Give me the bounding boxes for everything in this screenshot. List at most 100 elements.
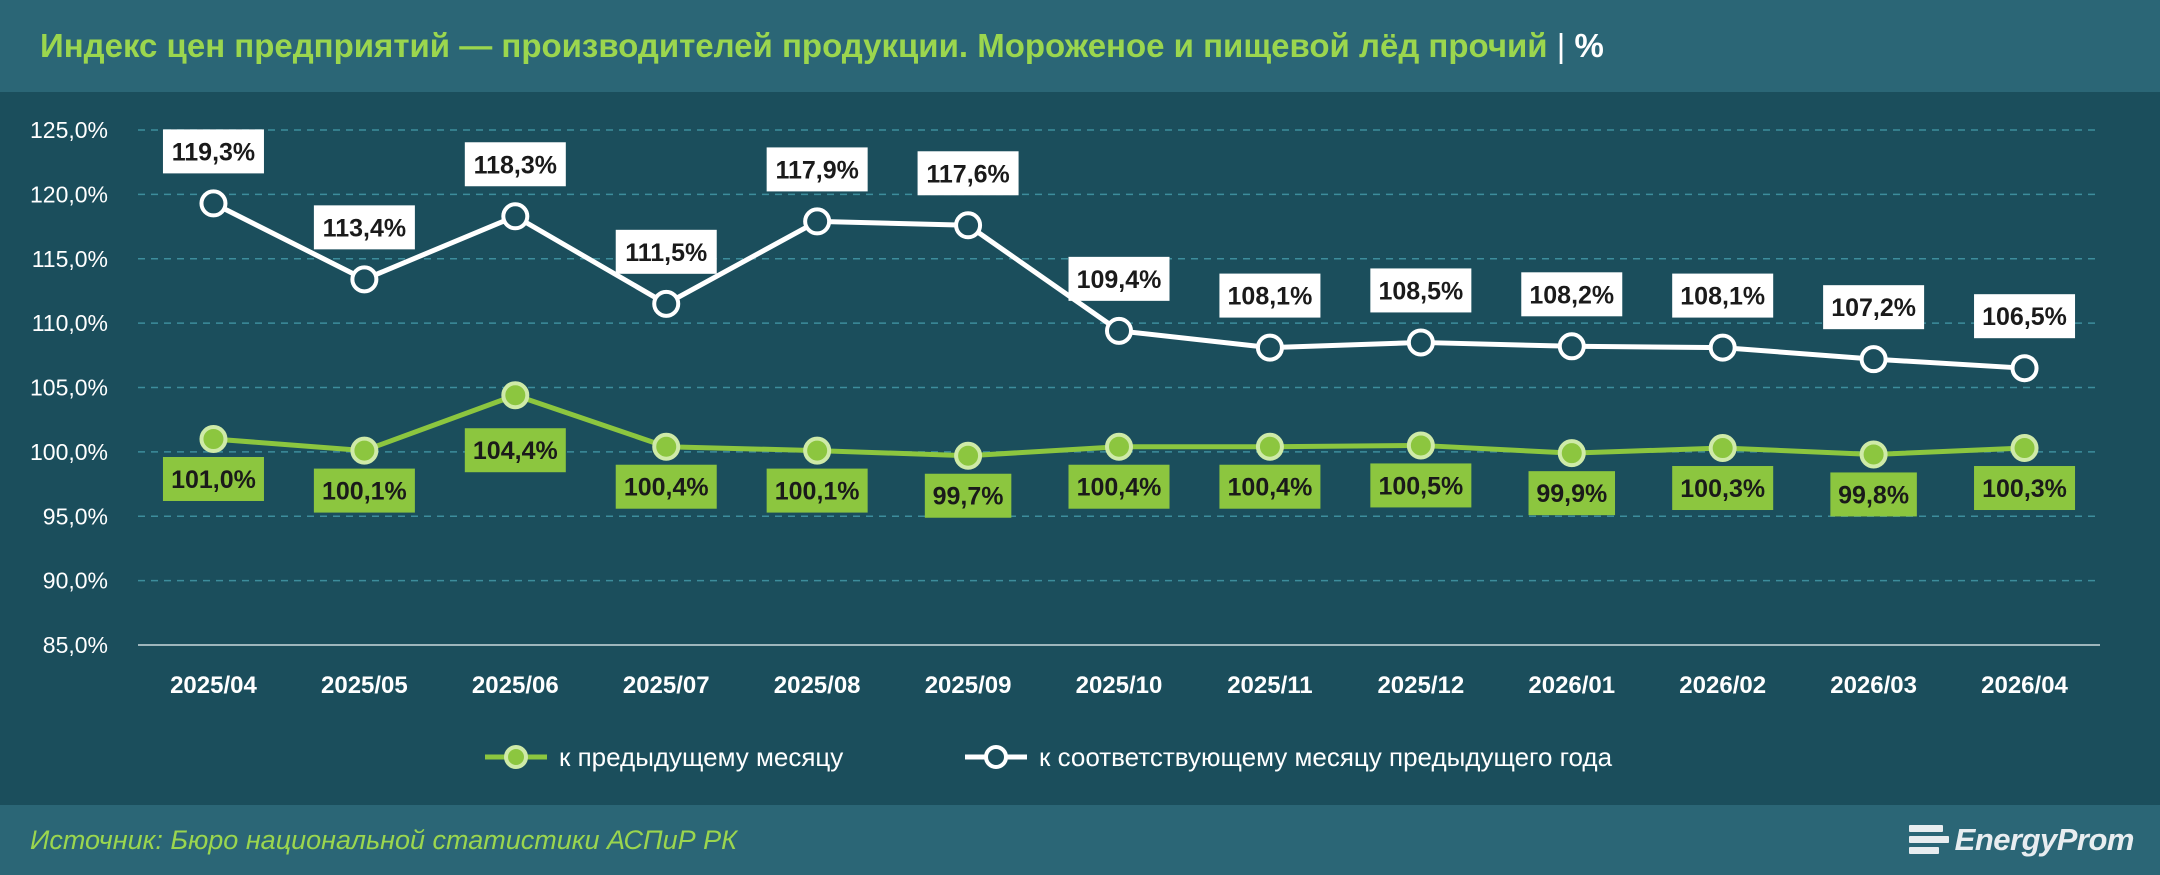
data-label-box: [464, 428, 566, 473]
data-label-prev-year: 118,3%: [464, 142, 566, 187]
legend-label: к соответствующему месяцу предыдущего го…: [1039, 742, 1613, 772]
title-main: Индекс цен предприятий — производителей …: [40, 27, 1548, 64]
data-label-prev-year: 113,4%: [313, 205, 415, 250]
data-label-text: 100,4%: [624, 474, 709, 502]
data-label-prev-year: 117,6%: [917, 151, 1019, 196]
data-point: [1105, 316, 1133, 345]
data-label-prev-year: 108,1%: [1219, 273, 1321, 318]
x-tick-label: 2026/02: [1679, 672, 1766, 699]
header-bar: Индекс цен предприятий — производителей …: [0, 0, 2160, 92]
data-label-box: [1672, 466, 1774, 511]
data-label-text: 100,4%: [1228, 474, 1313, 502]
data-label-box: [917, 151, 1019, 196]
x-tick-label: 2026/04: [1981, 672, 2068, 699]
data-point: [199, 189, 228, 218]
data-label-box: [1528, 471, 1616, 516]
data-point: [652, 289, 681, 318]
data-label-box: [313, 468, 415, 513]
x-tick-label: 2025/11: [1227, 672, 1312, 699]
data-label-prev-month: 99,7%: [924, 473, 1012, 518]
data-label-prev-month: 104,4%: [464, 428, 566, 473]
data-point: [1859, 440, 1888, 469]
source-note: Источник: Бюро национальной статистики А…: [30, 825, 738, 855]
y-tick-label: 110,0%: [32, 310, 108, 336]
y-tick-label: 85,0%: [43, 632, 108, 658]
title-unit: %: [1574, 27, 1604, 64]
title-separator: |: [1556, 27, 1566, 64]
data-label-box: [615, 464, 717, 509]
data-label-prev-month: 100,3%: [1672, 466, 1774, 511]
data-label-text: 100,3%: [1680, 475, 1765, 503]
data-point: [501, 202, 530, 231]
data-label-text: 100,1%: [775, 478, 860, 506]
data-label-text: 99,8%: [1838, 481, 1909, 509]
data-label-text: 100,4%: [1077, 474, 1162, 502]
data-label-prev-month: 100,3%: [1974, 466, 2076, 511]
data-point: [1708, 434, 1737, 463]
data-label-box: [1219, 464, 1321, 509]
data-label-box: [1370, 463, 1472, 508]
data-point: [1708, 333, 1737, 362]
data-label-text: 106,5%: [1982, 303, 2067, 331]
y-tick-label: 95,0%: [43, 503, 108, 529]
x-tick-label: 2025/12: [1377, 672, 1464, 699]
y-tick-label: 120,0%: [30, 181, 108, 207]
data-label-prev-month: 99,9%: [1528, 471, 1616, 516]
data-label-box: [1068, 464, 1170, 509]
data-label-text: 117,9%: [775, 156, 858, 184]
data-label-prev-year: 109,4%: [1068, 256, 1170, 301]
data-label-text: 108,5%: [1378, 277, 1463, 305]
data-point: [652, 432, 681, 461]
data-label-box: [1974, 466, 2076, 511]
data-label-text: 100,3%: [1982, 475, 2067, 503]
data-label-box: [766, 147, 868, 192]
data-point: [1255, 333, 1284, 362]
data-label-box: [1219, 273, 1321, 318]
y-tick-label: 115,0%: [32, 246, 108, 272]
data-label-prev-month: 100,4%: [615, 464, 717, 509]
data-point: [350, 436, 379, 465]
data-label-prev-year: 119,3%: [162, 129, 264, 174]
data-point: [350, 265, 379, 294]
data-point: [803, 207, 832, 236]
data-point: [1557, 332, 1586, 361]
data-label-box: [464, 142, 566, 187]
x-tick-label: 2025/09: [925, 672, 1012, 699]
data-label-prev-month: 101,0%: [162, 457, 264, 501]
energyprom-logo: EnergyProm: [1908, 819, 2135, 861]
x-tick-label: 2025/08: [774, 672, 861, 699]
line-chart: 85,0% 90,0% 95,0% 100,0% 105,0% 110,0% 115,0% 1…: [30, 117, 2100, 772]
x-tick-label: 2025/04: [170, 672, 257, 699]
x-tick-label: 2025/05: [321, 672, 408, 699]
data-label-box: [162, 457, 264, 501]
data-label-box: [1830, 472, 1917, 517]
data-label-box: [766, 468, 868, 513]
data-label-box: [1068, 256, 1170, 301]
data-label-prev-month: 100,4%: [1219, 464, 1321, 509]
data-label-text: 108,1%: [1228, 283, 1313, 311]
data-point: [199, 425, 228, 453]
y-tick-label: 125,0%: [30, 117, 108, 143]
chart-title: Индекс цен предприятий — производителей …: [40, 20, 1604, 72]
x-tick-label: 2026/01: [1528, 672, 1615, 699]
data-label-prev-year: 106,5%: [1974, 294, 2076, 339]
data-label-box: [162, 129, 264, 174]
data-point: [803, 436, 832, 465]
data-label-prev-month: 100,5%: [1370, 463, 1472, 508]
data-label-box: [924, 473, 1012, 518]
data-point: [1557, 439, 1586, 468]
logo-icon: [1908, 823, 1949, 857]
data-label-text: 99,7%: [933, 483, 1004, 511]
data-label-text: 117,6%: [926, 160, 1009, 188]
x-tick-label: 2025/06: [472, 672, 559, 699]
data-label-box: [1974, 294, 2076, 339]
data-label-prev-year: 108,5%: [1370, 268, 1472, 313]
data-label-text: 104,4%: [473, 437, 558, 465]
data-point: [954, 441, 983, 470]
data-label-text: 101,0%: [171, 466, 256, 494]
legend-marker-swatch: [504, 745, 528, 769]
data-point: [1105, 432, 1133, 461]
data-point: [2010, 354, 2039, 383]
data-label-box: [1521, 272, 1623, 317]
